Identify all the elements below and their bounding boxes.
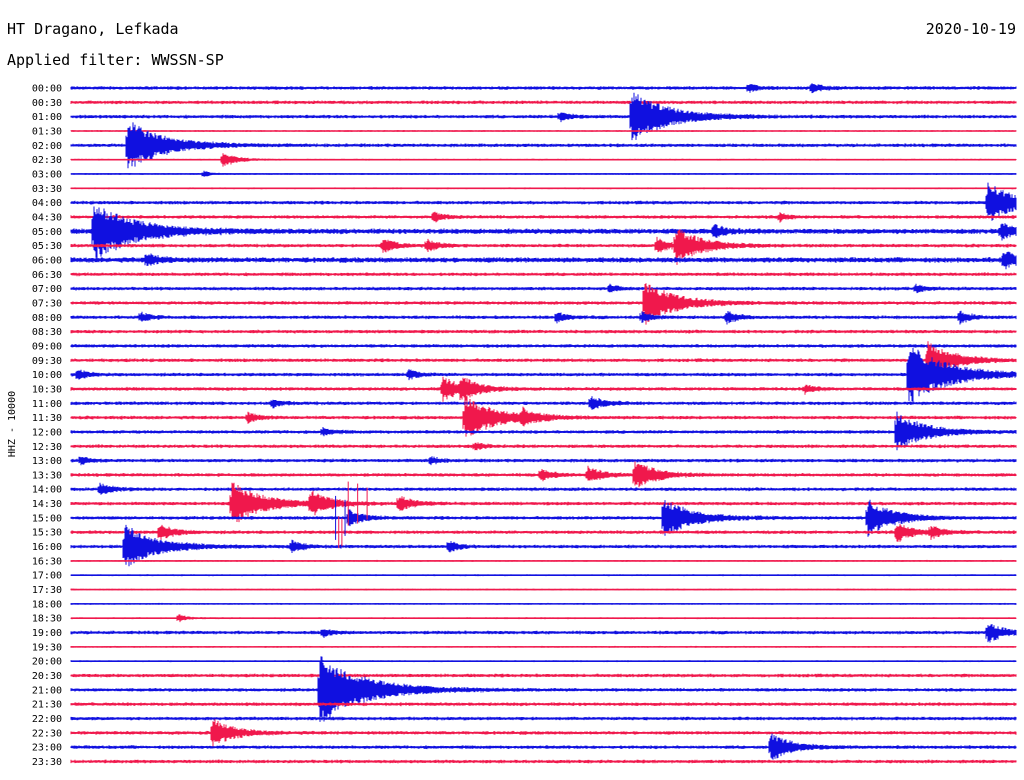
row-time-label: 17:30: [32, 585, 62, 596]
row-time-label: 03:30: [32, 184, 62, 195]
row-time-label: 01:30: [32, 126, 62, 137]
row-time-label: 13:30: [32, 470, 62, 481]
row-time-label: 06:00: [32, 255, 62, 266]
row-time-label: 12:00: [32, 427, 62, 438]
row-time-label: 00:00: [32, 84, 62, 95]
row-time-label: 21:00: [32, 685, 62, 696]
row-time-label: 02:00: [32, 141, 62, 152]
row-time-label: 20:30: [32, 671, 62, 682]
row-time-label: 14:30: [32, 499, 62, 510]
row-time-label: 23:30: [32, 757, 62, 768]
row-time-label: 22:00: [32, 714, 62, 725]
trace-row-0500: [70, 206, 1017, 260]
row-time-label: 14:00: [32, 485, 62, 496]
row-time-label: 07:30: [32, 298, 62, 309]
row-time-label: 08:30: [32, 327, 62, 338]
row-time-label: 16:00: [32, 542, 62, 553]
row-label-group: 00:00 00:30 01:00 01:30 02:00 02:30 03:00 03:30…: [32, 84, 62, 769]
row-time-label: 07:00: [32, 284, 62, 295]
row-time-label: 05:30: [32, 241, 62, 252]
row-time-label: 19:30: [32, 642, 62, 653]
row-time-label: 15:30: [32, 528, 62, 539]
row-time-label: 11:30: [32, 413, 62, 424]
row-time-label: 05:00: [32, 227, 62, 238]
row-time-label: 09:30: [32, 356, 62, 367]
filter-label: Applied filter: WWSSN-SP: [7, 51, 224, 69]
row-time-label: 04:30: [32, 212, 62, 223]
station-title: HT Dragano, Lefkada: [7, 20, 179, 38]
row-time-label: 18:00: [32, 599, 62, 610]
row-time-label: 08:00: [32, 313, 62, 324]
date-label: 2020-10-19: [925, 20, 1016, 38]
row-time-label: 12:30: [32, 442, 62, 453]
row-time-label: 09:00: [32, 341, 62, 352]
row-time-label: 19:00: [32, 628, 62, 639]
row-time-label: 11:00: [32, 399, 62, 410]
row-time-label: 01:00: [32, 112, 62, 123]
row-time-label: 23:00: [32, 743, 62, 754]
row-time-label: 16:30: [32, 556, 62, 567]
row-time-label: 03:00: [32, 169, 62, 180]
row-time-label: 13:00: [32, 456, 62, 467]
row-time-label: 10:30: [32, 384, 62, 395]
row-time-label: 21:30: [32, 700, 62, 711]
row-time-label: 00:30: [32, 98, 62, 109]
row-time-label: 18:30: [32, 614, 62, 625]
row-time-label: 06:30: [32, 270, 62, 281]
row-time-label: 15:00: [32, 513, 62, 524]
row-time-label: 04:00: [32, 198, 62, 209]
row-time-label: 02:30: [32, 155, 62, 166]
row-time-label: 10:00: [32, 370, 62, 381]
y-axis-label: HHZ - 10000: [7, 391, 18, 457]
row-time-label: 22:30: [32, 728, 62, 739]
row-time-label: 17:00: [32, 571, 62, 582]
trace-group: [70, 83, 1017, 764]
trace-row-2230: [70, 719, 1017, 749]
row-time-label: 20:00: [32, 657, 62, 668]
